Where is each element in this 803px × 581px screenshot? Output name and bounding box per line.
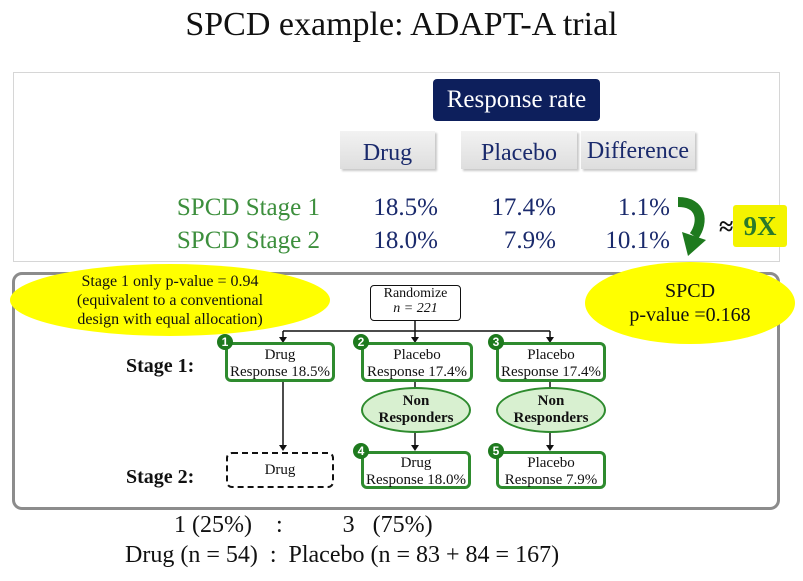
- arm-box-3-response: Response 17.4%: [501, 364, 601, 380]
- row-label-stage1: SPCD Stage 1: [176, 194, 320, 221]
- response-table-panel: [13, 72, 780, 262]
- column-header-difference: Difference: [581, 131, 695, 169]
- arm-badge-2: 2: [353, 334, 369, 350]
- non-responders-line1: Non: [537, 393, 565, 409]
- arm-box-1-title: Drug: [264, 347, 296, 363]
- arm-badge-4: 4: [353, 443, 369, 459]
- non-responders-node-2: Non Responders: [361, 387, 471, 433]
- spcd-note-line2: p-value =0.168: [629, 304, 751, 326]
- page-title: SPCD example: ADAPT-A trial: [185, 6, 618, 43]
- curved-arrow-icon: [677, 197, 706, 256]
- stage1-side-label: Stage 1:: [126, 355, 195, 377]
- arm-box-2-response: Response 17.4%: [367, 364, 467, 380]
- arm-box-5: Placebo Response 7.9%: [496, 451, 606, 489]
- arm-badge-3: 3: [488, 334, 504, 350]
- arm-box-4-title: Drug: [400, 455, 432, 471]
- arm-box-1: Drug Response 18.5%: [225, 342, 335, 382]
- arm-badge-5: 5: [488, 443, 504, 459]
- approx-symbol: ≈: [719, 212, 734, 241]
- randomize-n: n = 221: [393, 301, 438, 316]
- stage1-pvalue-note: Stage 1 only p-value = 0.94 (equivalent …: [10, 264, 330, 336]
- spcd-note-line1: SPCD: [664, 280, 716, 302]
- arm-box-3-title: Placebo: [527, 347, 575, 363]
- stage1-note-line2: (equivalent to a conventional: [76, 291, 264, 309]
- column-header-placebo: Placebo: [461, 131, 577, 169]
- stage2-drug-value: 18.0%: [373, 227, 438, 254]
- arm-box-4-response: Response 18.0%: [366, 472, 466, 488]
- arm-box-2-title: Placebo: [393, 347, 441, 363]
- non-responders-line2: Responders: [378, 410, 454, 426]
- stage1-note-line3: design with equal allocation): [77, 310, 263, 328]
- design-diagram-panel: [12, 272, 780, 510]
- randomize-label: Randomize: [383, 286, 448, 301]
- stage1-placebo-value: 17.4%: [491, 194, 556, 221]
- arm-box-1-response: Response 18.5%: [230, 364, 330, 380]
- spcd-pvalue-note: SPCD p-value =0.168: [585, 262, 795, 344]
- arm-box-5-title: Placebo: [527, 455, 575, 471]
- arm-badge-1: 1: [217, 334, 233, 350]
- stage2-side-label: Stage 2:: [126, 466, 195, 488]
- non-responders-node-3: Non Responders: [496, 387, 606, 433]
- arm-box-4: Drug Response 18.0%: [361, 451, 471, 489]
- allocation-sample-sizes: Drug (n = 54) : Placebo (n = 83 + 84 = 1…: [125, 542, 560, 568]
- stage2-placebo-value: 7.9%: [503, 227, 556, 254]
- stage1-note-line1: Stage 1 only p-value = 0.94: [81, 272, 259, 290]
- allocation-ratio: 1 (25%) : 3 (75%): [174, 512, 433, 538]
- non-responders-line2: Responders: [513, 410, 589, 426]
- stage2-difference-value: 10.1%: [605, 227, 670, 254]
- response-rate-header: Response rate: [433, 79, 600, 121]
- row-label-stage2: SPCD Stage 2: [176, 227, 320, 254]
- stage1-drug-value: 18.5%: [373, 194, 438, 221]
- ratio-badge: 9X: [733, 205, 787, 247]
- randomize-box: Randomize n = 221: [370, 285, 461, 321]
- arm-box-5-response: Response 7.9%: [504, 472, 598, 488]
- non-responders-line1: Non: [402, 393, 430, 409]
- arm-box-3: Placebo Response 17.4%: [496, 342, 606, 382]
- stage2-drug-dashed-box: Drug: [226, 452, 334, 488]
- stage1-difference-value: 1.1%: [617, 194, 670, 221]
- column-header-drug: Drug: [340, 131, 435, 169]
- arm-box-2: Placebo Response 17.4%: [361, 342, 473, 382]
